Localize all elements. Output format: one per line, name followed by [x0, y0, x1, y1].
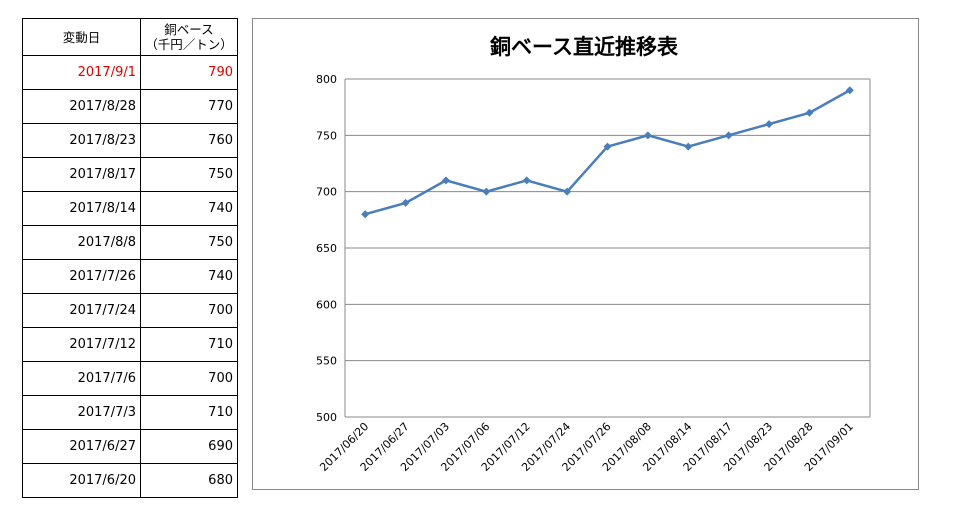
table-row: 2017/7/6 700	[22, 361, 238, 396]
row-value: 740	[140, 191, 238, 226]
table-row: 2017/8/8 750	[22, 225, 238, 260]
chart-title: 銅ベース直近推移表	[490, 35, 679, 59]
data-point-marker	[765, 120, 774, 129]
data-point-marker	[482, 187, 491, 196]
row-date: 2017/8/14	[22, 191, 141, 226]
grid-lines	[344, 78, 871, 418]
data-point-marker	[563, 187, 572, 196]
table-header-row: 変動日 銅ベース （千円／トン）	[22, 18, 238, 56]
row-date: 2017/7/3	[22, 395, 141, 430]
copper-base-table: 変動日 銅ベース （千円／トン） 2017/9/1 790 2017/8/28 770…	[22, 18, 238, 498]
row-value: 770	[140, 89, 238, 124]
row-date: 2017/7/6	[22, 361, 141, 396]
table-row: 2017/8/14 740	[22, 191, 238, 226]
chart-area: 銅ベース直近推移表 500 550 600 650 700 750 800 2017/06/…	[252, 18, 919, 490]
row-value: 750	[140, 225, 238, 260]
y-tick-label: 700	[316, 186, 337, 199]
table-row: 2017/9/1 790	[22, 55, 238, 90]
data-point-marker	[522, 176, 531, 185]
row-date: 2017/7/12	[22, 327, 141, 362]
row-date: 2017/9/1	[22, 55, 141, 90]
table-row: 2017/8/17 750	[22, 157, 238, 192]
row-value: 790	[140, 55, 238, 90]
table-row: 2017/7/26 740	[22, 259, 238, 294]
y-tick-label: 800	[316, 73, 337, 86]
x-axis-ticks: 2017/06/202017/06/272017/07/032017/07/06…	[317, 420, 856, 474]
table-row: 2017/8/28 770	[22, 89, 238, 124]
data-point-marker	[643, 131, 652, 140]
data-point-marker	[441, 176, 450, 185]
table-row: 2017/6/20 680	[22, 463, 238, 498]
data-point-marker	[684, 142, 693, 151]
table-row: 2017/7/24 700	[22, 293, 238, 328]
row-value: 690	[140, 429, 238, 464]
table-row: 2017/6/27 690	[22, 429, 238, 464]
row-date: 2017/7/26	[22, 259, 141, 294]
data-point-marker	[805, 108, 814, 117]
y-tick-label: 750	[316, 129, 337, 142]
row-value: 750	[140, 157, 238, 192]
row-value: 760	[140, 123, 238, 158]
header-date: 変動日	[22, 18, 141, 56]
row-date: 2017/8/23	[22, 123, 141, 158]
data-point-marker	[401, 198, 410, 207]
row-date: 2017/6/20	[22, 463, 141, 498]
row-value: 700	[140, 293, 238, 328]
y-axis-ticks: 500 550 600 650 700 750 800	[316, 73, 337, 424]
y-tick-label: 600	[316, 298, 337, 311]
y-tick-label: 550	[316, 355, 337, 368]
series-line	[364, 89, 851, 216]
table-row: 2017/7/12 710	[22, 327, 238, 362]
row-date: 2017/7/24	[22, 293, 141, 328]
header-price-line1: 銅ベース	[164, 22, 214, 37]
line-chart: 銅ベース直近推移表 500 550 600 650 700 750 800 2017/06/…	[316, 35, 871, 474]
series-markers	[361, 86, 854, 219]
header-price: 銅ベース （千円／トン）	[140, 18, 238, 56]
table-body: 2017/9/1 790 2017/8/28 770 2017/8/23 760 2017/…	[22, 55, 238, 498]
row-date: 2017/8/17	[22, 157, 141, 192]
price-table: 変動日 銅ベース （千円／トン） 2017/9/1 790 2017/8/28 770…	[22, 18, 238, 498]
row-value: 710	[140, 395, 238, 430]
row-date: 2017/8/28	[22, 89, 141, 124]
row-value: 740	[140, 259, 238, 294]
data-point-marker	[724, 131, 733, 140]
data-point-marker	[361, 210, 370, 219]
table-row: 2017/8/23 760	[22, 123, 238, 158]
header-price-line2: （千円／トン）	[145, 37, 233, 52]
row-value: 700	[140, 361, 238, 396]
table-row: 2017/7/3 710	[22, 395, 238, 430]
data-point-marker	[603, 142, 612, 151]
row-date: 2017/6/27	[22, 429, 141, 464]
row-value: 680	[140, 463, 238, 498]
row-date: 2017/8/8	[22, 225, 141, 260]
y-tick-label: 500	[316, 411, 337, 424]
row-value: 710	[140, 327, 238, 362]
y-tick-label: 650	[316, 242, 337, 255]
data-point-marker	[845, 86, 854, 95]
